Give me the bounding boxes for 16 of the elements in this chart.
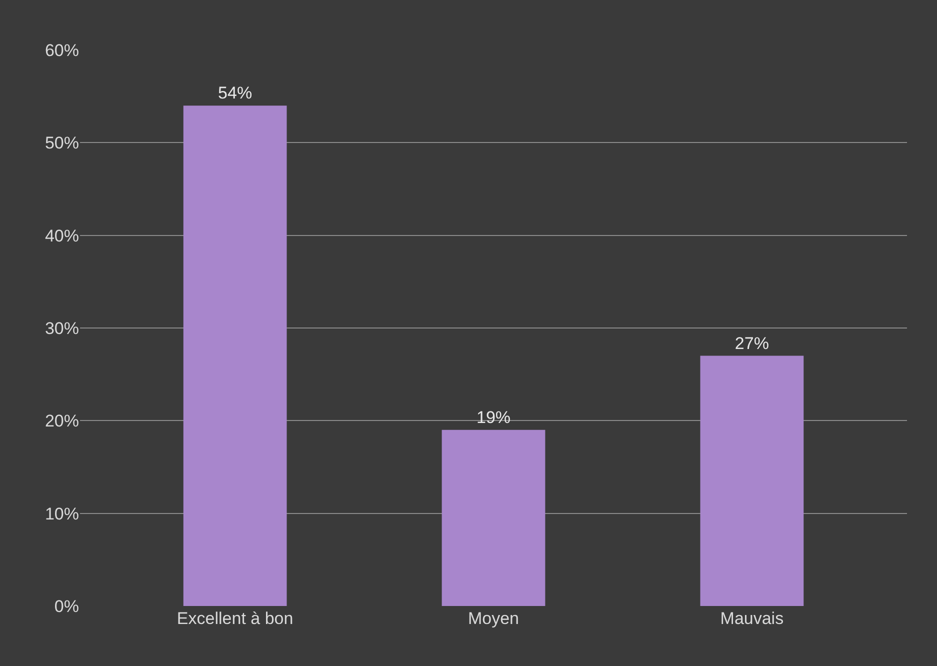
data-label: 54% <box>218 84 252 103</box>
data-label: 19% <box>476 408 511 427</box>
y-tick-label: 50% <box>44 134 79 153</box>
y-tick-label: 20% <box>44 412 79 431</box>
x-tick-label: Moyen <box>468 609 520 628</box>
bar <box>700 356 804 606</box>
bar <box>183 106 287 606</box>
data-label: 27% <box>734 334 769 353</box>
y-tick-label: 60% <box>44 40 79 60</box>
y-tick-label: 40% <box>44 226 79 246</box>
bar <box>442 430 546 606</box>
y-tick-label: 0% <box>54 596 79 616</box>
x-tick-label: Mauvais <box>720 609 784 628</box>
y-tick-label: 30% <box>44 318 79 338</box>
x-tick-label: Excellent à bon <box>176 609 294 628</box>
y-tick-label: 10% <box>44 504 79 524</box>
